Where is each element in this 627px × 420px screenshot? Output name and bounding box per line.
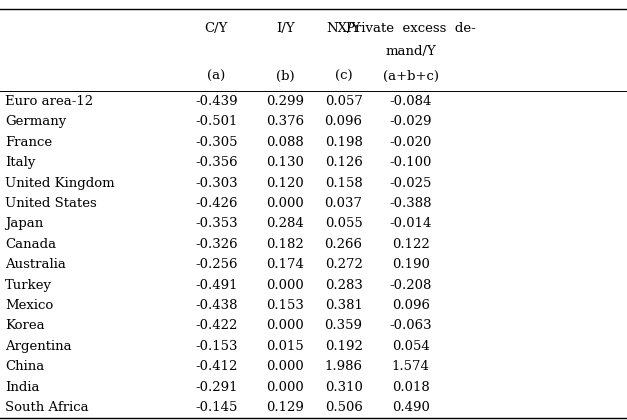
Text: Argentina: Argentina [5, 340, 71, 353]
Text: Turkey: Turkey [5, 278, 52, 291]
Text: France: France [5, 136, 52, 149]
Text: 0.000: 0.000 [266, 197, 304, 210]
Text: Germany: Germany [5, 115, 66, 128]
Text: -0.326: -0.326 [195, 238, 238, 251]
Text: mand/Y: mand/Y [386, 45, 436, 58]
Text: 0.506: 0.506 [325, 401, 362, 414]
Text: 0.190: 0.190 [392, 258, 429, 271]
Text: United Kingdom: United Kingdom [5, 176, 115, 189]
Text: 0.284: 0.284 [266, 218, 304, 231]
Text: -0.084: -0.084 [389, 95, 432, 108]
Text: 0.158: 0.158 [325, 176, 362, 189]
Text: United States: United States [5, 197, 97, 210]
Text: 0.174: 0.174 [266, 258, 304, 271]
Text: 0.000: 0.000 [266, 381, 304, 394]
Text: -0.422: -0.422 [195, 320, 238, 333]
Text: China: China [5, 360, 45, 373]
Text: -0.100: -0.100 [389, 156, 432, 169]
Text: -0.491: -0.491 [195, 278, 238, 291]
Text: Euro area-12: Euro area-12 [5, 95, 93, 108]
Text: 0.055: 0.055 [325, 218, 362, 231]
Text: 0.000: 0.000 [266, 278, 304, 291]
Text: (a): (a) [207, 70, 226, 83]
Text: 0.153: 0.153 [266, 299, 304, 312]
Text: Australia: Australia [5, 258, 66, 271]
Text: (b): (b) [276, 70, 295, 83]
Text: 0.054: 0.054 [392, 340, 429, 353]
Text: -0.025: -0.025 [389, 176, 432, 189]
Text: 0.018: 0.018 [392, 381, 429, 394]
Text: 0.381: 0.381 [325, 299, 362, 312]
Text: -0.014: -0.014 [389, 218, 432, 231]
Text: 0.283: 0.283 [325, 278, 362, 291]
Text: Private  excess  de-: Private excess de- [346, 22, 475, 35]
Text: 0.192: 0.192 [325, 340, 362, 353]
Text: 0.198: 0.198 [325, 136, 362, 149]
Text: 0.096: 0.096 [392, 299, 429, 312]
Text: NX/Y: NX/Y [327, 22, 361, 35]
Text: 0.266: 0.266 [325, 238, 362, 251]
Text: -0.356: -0.356 [195, 156, 238, 169]
Text: 0.122: 0.122 [392, 238, 429, 251]
Text: 0.057: 0.057 [325, 95, 362, 108]
Text: 0.037: 0.037 [325, 197, 362, 210]
Text: -0.353: -0.353 [195, 218, 238, 231]
Text: 0.272: 0.272 [325, 258, 362, 271]
Text: -0.256: -0.256 [195, 258, 238, 271]
Text: -0.305: -0.305 [195, 136, 238, 149]
Text: -0.208: -0.208 [389, 278, 432, 291]
Text: -0.020: -0.020 [389, 136, 432, 149]
Text: Japan: Japan [5, 218, 43, 231]
Text: 0.182: 0.182 [266, 238, 304, 251]
Text: South Africa: South Africa [5, 401, 88, 414]
Text: (a+b+c): (a+b+c) [382, 70, 439, 83]
Text: -0.439: -0.439 [195, 95, 238, 108]
Text: 0.130: 0.130 [266, 156, 304, 169]
Text: -0.303: -0.303 [195, 176, 238, 189]
Text: 0.376: 0.376 [266, 115, 304, 128]
Text: Korea: Korea [5, 320, 45, 333]
Text: 0.299: 0.299 [266, 95, 304, 108]
Text: -0.063: -0.063 [389, 320, 432, 333]
Text: -0.291: -0.291 [195, 381, 238, 394]
Text: 1.986: 1.986 [325, 360, 362, 373]
Text: C/Y: C/Y [204, 22, 228, 35]
Text: 0.126: 0.126 [325, 156, 362, 169]
Text: 0.096: 0.096 [325, 115, 362, 128]
Text: 0.000: 0.000 [266, 320, 304, 333]
Text: -0.388: -0.388 [389, 197, 432, 210]
Text: I/Y: I/Y [276, 22, 295, 35]
Text: -0.438: -0.438 [195, 299, 238, 312]
Text: -0.145: -0.145 [195, 401, 238, 414]
Text: Canada: Canada [5, 238, 56, 251]
Text: 0.310: 0.310 [325, 381, 362, 394]
Text: -0.426: -0.426 [195, 197, 238, 210]
Text: -0.501: -0.501 [195, 115, 238, 128]
Text: 0.359: 0.359 [325, 320, 362, 333]
Text: Mexico: Mexico [5, 299, 53, 312]
Text: 0.129: 0.129 [266, 401, 304, 414]
Text: 0.000: 0.000 [266, 360, 304, 373]
Text: -0.153: -0.153 [195, 340, 238, 353]
Text: 0.015: 0.015 [266, 340, 304, 353]
Text: (c): (c) [335, 70, 352, 83]
Text: Italy: Italy [5, 156, 35, 169]
Text: -0.029: -0.029 [389, 115, 432, 128]
Text: 0.088: 0.088 [266, 136, 304, 149]
Text: -0.412: -0.412 [195, 360, 238, 373]
Text: 0.490: 0.490 [392, 401, 429, 414]
Text: 0.120: 0.120 [266, 176, 304, 189]
Text: India: India [5, 381, 40, 394]
Text: 1.574: 1.574 [392, 360, 429, 373]
